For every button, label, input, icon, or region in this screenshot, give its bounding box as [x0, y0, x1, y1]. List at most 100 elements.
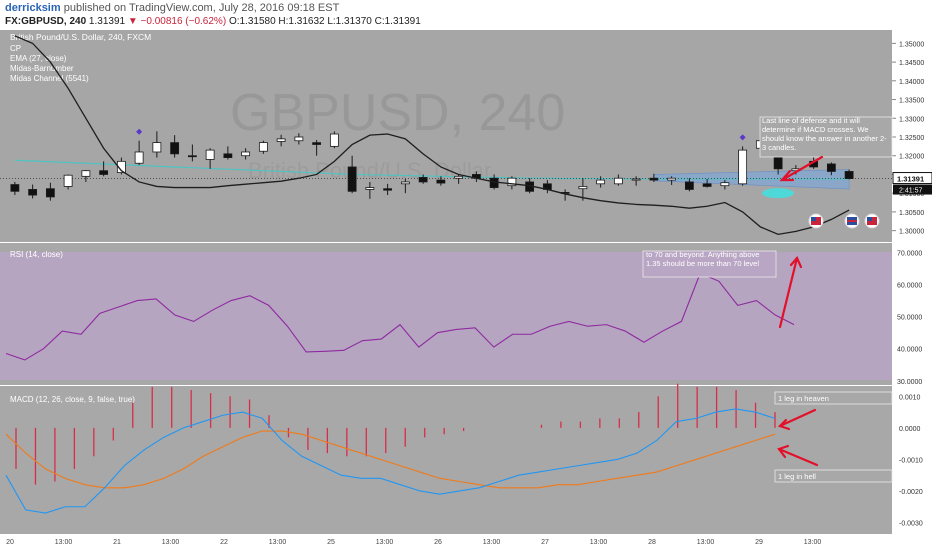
candle	[347, 166, 357, 192]
arrow-hell	[777, 447, 819, 467]
arrows	[777, 155, 824, 467]
chart-header: derricksim published on TradingView.com,…	[0, 0, 932, 30]
macd-title: MACD (12, 26, close, 9, false, true)	[10, 395, 135, 404]
time-tick-label: 13:00	[804, 539, 822, 546]
price-tick-label: 1.31000	[899, 191, 924, 198]
candle	[10, 184, 20, 192]
annotation-box-defense	[759, 116, 893, 158]
author-link[interactable]: derricksim	[5, 2, 61, 14]
indicator-midas-barnumber: Midas-Barnumber	[10, 64, 74, 73]
candle	[170, 142, 180, 155]
candle	[152, 142, 162, 153]
time-tick-label: 13:00	[55, 539, 73, 546]
signal-marker	[136, 128, 143, 135]
candle	[81, 170, 91, 177]
ema-line	[14, 35, 850, 236]
event-flags	[808, 213, 880, 229]
candle	[134, 151, 144, 164]
watermark: GBPUSD, 240	[230, 84, 565, 142]
annotation-box-hell	[774, 469, 893, 483]
arrow-rsi-head	[789, 255, 803, 269]
time-tick-label: 28	[648, 539, 656, 546]
candle	[28, 189, 38, 196]
indicator-cp: CP	[10, 44, 21, 53]
indicator-midas-channel: Midas Channel (5541)	[10, 74, 89, 83]
rsi-tick-label: 70.0000	[897, 250, 922, 257]
time-axis	[0, 534, 892, 550]
last-price: 1.31391	[88, 16, 126, 27]
candle	[400, 181, 410, 185]
candle	[436, 179, 446, 184]
candle	[205, 149, 215, 160]
macd-tick-label: -0.0020	[899, 489, 923, 496]
candle	[418, 177, 428, 183]
symbol: FX:GBPUSD, 240	[5, 16, 87, 27]
arrow-hell-head	[777, 444, 790, 459]
candle	[720, 182, 730, 187]
candle	[63, 174, 73, 187]
price-tick-label: 1.34500	[899, 60, 924, 67]
macd-tick-label: 0.0010	[899, 394, 921, 401]
arrow-heaven	[778, 408, 817, 428]
candle	[454, 175, 464, 179]
macd-tick-label: -0.0030	[899, 521, 923, 528]
candle	[702, 183, 712, 187]
candle	[276, 138, 286, 142]
rsi-tick-label: 50.0000	[897, 315, 922, 322]
countdown-label: 2:41:57	[899, 188, 922, 195]
candle	[258, 142, 268, 152]
arrow-rsi	[778, 256, 799, 329]
rsi-tick-label: 60.0000	[897, 283, 922, 290]
time-tick-label: 13:00	[590, 539, 608, 546]
annotation-defense: Last line of defense and it will determi…	[762, 116, 887, 152]
candle	[383, 188, 393, 191]
candle	[294, 136, 304, 142]
time-tick-label: 26	[434, 539, 442, 546]
price-tick-label: 1.32000	[899, 154, 924, 161]
last-price-tag	[892, 172, 932, 185]
candle	[667, 177, 677, 181]
candle	[45, 188, 55, 198]
price-title: British Pound/U.S. Dollar, 240, FXCM	[10, 32, 151, 42]
arrow-defense-head	[779, 169, 795, 182]
signal-line	[5, 430, 776, 489]
time-tick-label: 22	[220, 539, 228, 546]
annotation-heaven: 1 leg in heaven	[778, 394, 829, 403]
time-tick-label: 20	[6, 539, 14, 546]
price-change: ▼ −0.00816 (−0.62%)	[127, 16, 227, 27]
annotation-hell: 1 leg in hell	[778, 472, 816, 481]
time-tick-label: 13:00	[269, 539, 287, 546]
signal-marker	[739, 134, 746, 141]
time-tick-label: 25	[327, 539, 335, 546]
time-tick-label: 27	[541, 539, 549, 546]
candle	[329, 133, 339, 147]
watermark-subtitle: British Pound/U.S. Dollar	[248, 158, 491, 183]
candle	[312, 142, 322, 145]
arrow-heaven-head	[777, 418, 791, 431]
candle	[649, 177, 659, 181]
macd-pane	[0, 386, 892, 534]
candle	[613, 177, 623, 185]
countdown-tag	[893, 184, 932, 195]
candle	[116, 160, 126, 173]
candle	[241, 151, 251, 157]
price-plot	[0, 35, 892, 236]
macd-tick-label: 0.0000	[899, 426, 921, 433]
rsi-title: RSI (14, close)	[10, 250, 63, 259]
publisher-line: derricksim published on TradingView.com,…	[5, 2, 339, 14]
price-tick-label: 1.34000	[899, 79, 924, 86]
price-tick-label: 1.30500	[899, 210, 924, 217]
midas-line	[14, 159, 850, 180]
axes: 1.35000 1.34500 1.34000 1.33500 1.33000 1.325…	[6, 41, 932, 546]
annotation-rsi: to 70 and beyond. Anything above 1.35 sh…	[646, 250, 760, 268]
time-tick-label: 13:00	[483, 539, 501, 546]
price-tick-label: 1.35000	[899, 41, 924, 48]
candle	[684, 181, 694, 190]
candle	[738, 149, 748, 185]
price-tick-label: 1.33000	[899, 116, 924, 123]
symbol-line: FX:GBPUSD, 240 1.31391 ▼ −0.00816 (−0.62…	[5, 16, 421, 27]
price-tick-label: 1.32500	[899, 135, 924, 142]
rsi-line	[5, 272, 795, 361]
arrow-defense	[780, 155, 824, 182]
candle	[223, 153, 233, 159]
